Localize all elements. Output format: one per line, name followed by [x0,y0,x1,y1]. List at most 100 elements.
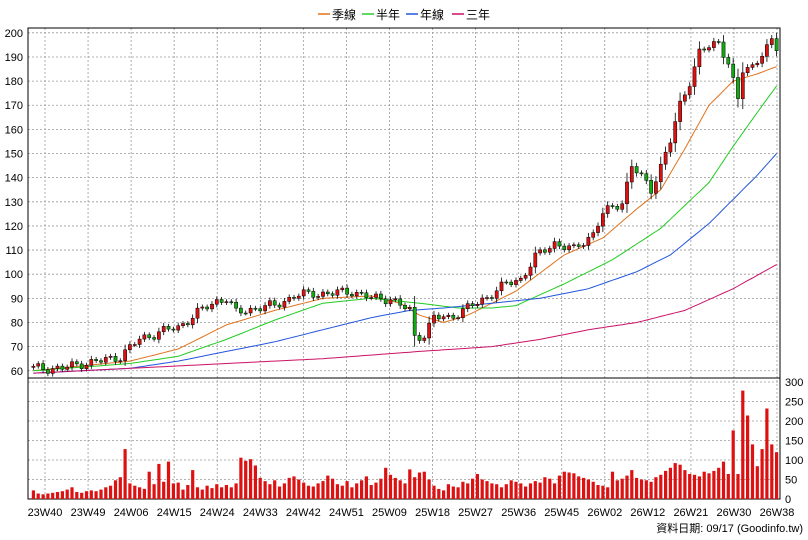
candle-body [89,359,94,366]
legend-label-year: 年線 [420,7,444,22]
candle-body [721,41,726,58]
candle-body [547,248,552,253]
candle [581,243,586,249]
volume-bar [746,415,750,499]
volume-bar [176,482,180,499]
volume-bar [133,485,137,499]
moving-average-lines [33,66,778,374]
volume-bar [775,452,779,499]
candle-body [79,363,84,369]
volume-bar [770,444,774,499]
volume-bar [345,481,349,499]
x-tick-label: 24W33 [243,507,278,519]
volume-bar [606,487,610,499]
candle [345,284,349,298]
candle-body [94,359,98,361]
volume-bar [688,474,692,499]
candle-body [427,322,431,339]
candle-body [658,163,663,183]
volume-bar [147,471,151,499]
volume-bar [220,487,224,499]
candle-body [740,72,745,99]
x-tick-label: 25W27 [458,507,493,519]
candle-body [572,244,576,247]
volume-bar [138,487,142,499]
volume-bar [731,430,735,499]
volume-bar [210,488,214,499]
volume-bar [514,481,518,499]
volume-bar [51,492,55,499]
candle [287,294,292,305]
volume-tick-label: 300 [785,377,803,389]
candle [185,321,190,328]
candle-body [567,245,571,250]
candle-body [494,290,499,299]
volume-bar [567,472,571,499]
volume-bar [287,477,291,499]
candle [137,335,142,348]
volume-bar [726,474,730,499]
candle [403,302,407,312]
candle-body [301,289,306,297]
candle [596,222,600,237]
volume-bar [659,474,663,499]
volume-bar [229,487,233,499]
volume-tick-label: 0 [785,494,791,506]
volume-bar [582,477,586,499]
candle [538,247,542,256]
candle [697,41,702,75]
volume-bar [765,408,769,499]
x-tick-label: 26W30 [717,507,752,519]
candle [707,45,711,53]
candle-body [99,360,103,363]
volume-bar [499,487,504,499]
candle-body [576,244,581,247]
candle [46,366,50,377]
candle [128,341,132,354]
candle-body [403,304,407,309]
candle-body [707,47,711,51]
price-tick-label: 150 [5,149,23,161]
candle-body [137,338,142,345]
candle-body [205,306,209,310]
candle-body [108,356,113,358]
candle [523,272,528,281]
volume-bar [239,457,243,499]
volume-bar [263,481,267,499]
volume-bar [586,479,590,499]
candle [576,242,581,249]
candle-body [50,368,55,374]
candle [190,314,195,329]
candle [422,335,427,343]
volume-bar [485,481,489,499]
candle [364,289,369,302]
volume-bar [509,480,513,499]
candle [55,363,60,372]
candle-body [663,151,668,165]
candle [359,289,364,296]
candle-body [311,291,316,298]
candle [673,112,678,152]
candle [629,159,634,189]
volume-bar [80,492,84,499]
candle [296,293,301,301]
candle [393,296,398,303]
candle [644,170,649,185]
volume-bar [422,471,426,499]
candle-body [461,308,465,318]
candle [94,356,98,364]
candle [123,344,127,366]
volume-bar [538,482,542,499]
volume-bar [181,489,185,499]
volume-bar [417,472,422,499]
volume-bar [152,484,156,499]
candle [79,360,84,372]
candle [166,323,171,332]
price-tick-label: 70 [11,342,23,354]
volume-bar [369,485,373,499]
candle [610,203,615,209]
candle [99,358,103,365]
candle [562,243,567,253]
candle [383,295,388,308]
